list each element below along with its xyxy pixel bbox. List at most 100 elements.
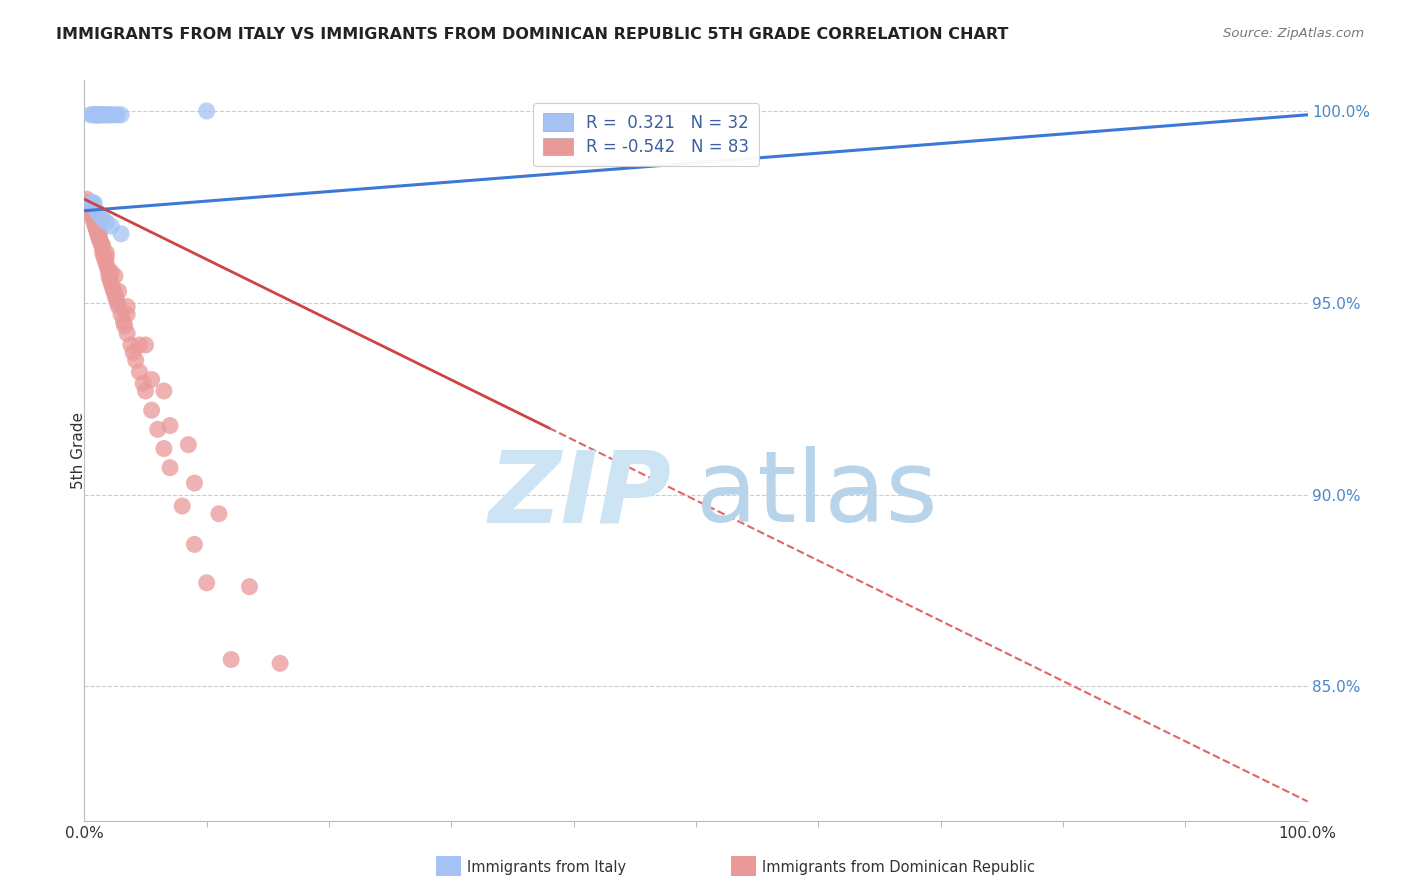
Point — [101, 280, 124, 294]
Point — [86, 219, 108, 233]
Point — [97, 268, 120, 283]
Point — [122, 345, 145, 359]
Point — [91, 108, 114, 122]
Text: ZIP: ZIP — [488, 446, 672, 543]
Point — [104, 268, 127, 283]
Point — [79, 200, 101, 214]
Point — [87, 227, 110, 241]
Point — [90, 238, 112, 252]
Point — [84, 108, 107, 122]
Point — [86, 108, 108, 122]
Point — [105, 292, 128, 306]
Point — [89, 235, 111, 249]
Point — [82, 196, 104, 211]
Point — [80, 203, 103, 218]
Legend: R =  0.321   N = 32, R = -0.542   N = 83: R = 0.321 N = 32, R = -0.542 N = 83 — [533, 103, 759, 167]
Point — [82, 211, 104, 226]
Point — [84, 219, 107, 233]
Point — [79, 203, 101, 218]
Point — [112, 315, 135, 329]
Text: Source: ZipAtlas.com: Source: ZipAtlas.com — [1223, 27, 1364, 40]
Point — [86, 203, 108, 218]
Y-axis label: 5th Grade: 5th Grade — [72, 412, 86, 489]
Point — [97, 261, 120, 276]
Point — [76, 192, 98, 206]
Point — [208, 507, 231, 521]
Point — [87, 227, 110, 241]
Point — [96, 108, 118, 122]
Point — [159, 460, 181, 475]
Point — [238, 580, 260, 594]
Point — [219, 652, 242, 666]
Point — [91, 242, 114, 256]
Point — [110, 227, 132, 241]
Point — [110, 108, 132, 122]
Text: atlas: atlas — [696, 446, 938, 543]
Point — [269, 657, 291, 671]
Point — [96, 257, 118, 271]
Point — [141, 403, 163, 417]
Point — [183, 476, 205, 491]
Point — [114, 318, 136, 333]
Point — [91, 211, 114, 226]
Point — [183, 537, 205, 551]
Text: Immigrants from Italy: Immigrants from Italy — [467, 860, 626, 874]
Point — [83, 215, 105, 229]
Point — [153, 442, 176, 456]
Point — [141, 372, 163, 386]
Point — [107, 285, 129, 299]
Point — [87, 208, 110, 222]
Point — [84, 219, 107, 233]
Point — [80, 203, 103, 218]
Point — [86, 223, 108, 237]
Point — [87, 230, 110, 244]
Point — [104, 288, 127, 302]
Point — [115, 307, 138, 321]
Point — [128, 365, 150, 379]
Point — [115, 326, 138, 341]
Point — [103, 285, 125, 299]
Point — [110, 307, 132, 321]
Point — [87, 108, 110, 122]
Point — [146, 422, 169, 436]
Point — [98, 273, 121, 287]
Point — [86, 108, 108, 122]
Point — [94, 253, 117, 268]
Point — [128, 338, 150, 352]
Point — [97, 265, 120, 279]
Point — [83, 211, 105, 226]
Point — [135, 384, 157, 398]
Point — [87, 108, 110, 122]
Point — [79, 196, 101, 211]
Point — [195, 103, 218, 118]
Point — [100, 219, 122, 233]
Point — [82, 208, 104, 222]
Point — [135, 338, 157, 352]
Point — [153, 384, 176, 398]
Point — [89, 235, 111, 249]
Point — [83, 108, 105, 122]
Point — [79, 108, 101, 122]
Point — [101, 108, 124, 122]
Point — [83, 196, 105, 211]
Point — [177, 438, 200, 452]
Point — [115, 300, 138, 314]
Point — [87, 227, 110, 241]
Point — [104, 108, 127, 122]
Point — [80, 196, 103, 211]
Point — [87, 230, 110, 244]
Point — [79, 200, 101, 214]
Point — [87, 108, 110, 122]
Point — [82, 108, 104, 122]
Point — [77, 196, 100, 211]
Point — [83, 211, 105, 226]
Point — [159, 418, 181, 433]
Point — [90, 108, 112, 122]
Point — [172, 499, 194, 513]
Point — [107, 300, 129, 314]
Point — [98, 108, 121, 122]
Point — [105, 108, 128, 122]
Point — [77, 196, 100, 211]
Point — [77, 196, 100, 211]
Point — [125, 353, 148, 368]
